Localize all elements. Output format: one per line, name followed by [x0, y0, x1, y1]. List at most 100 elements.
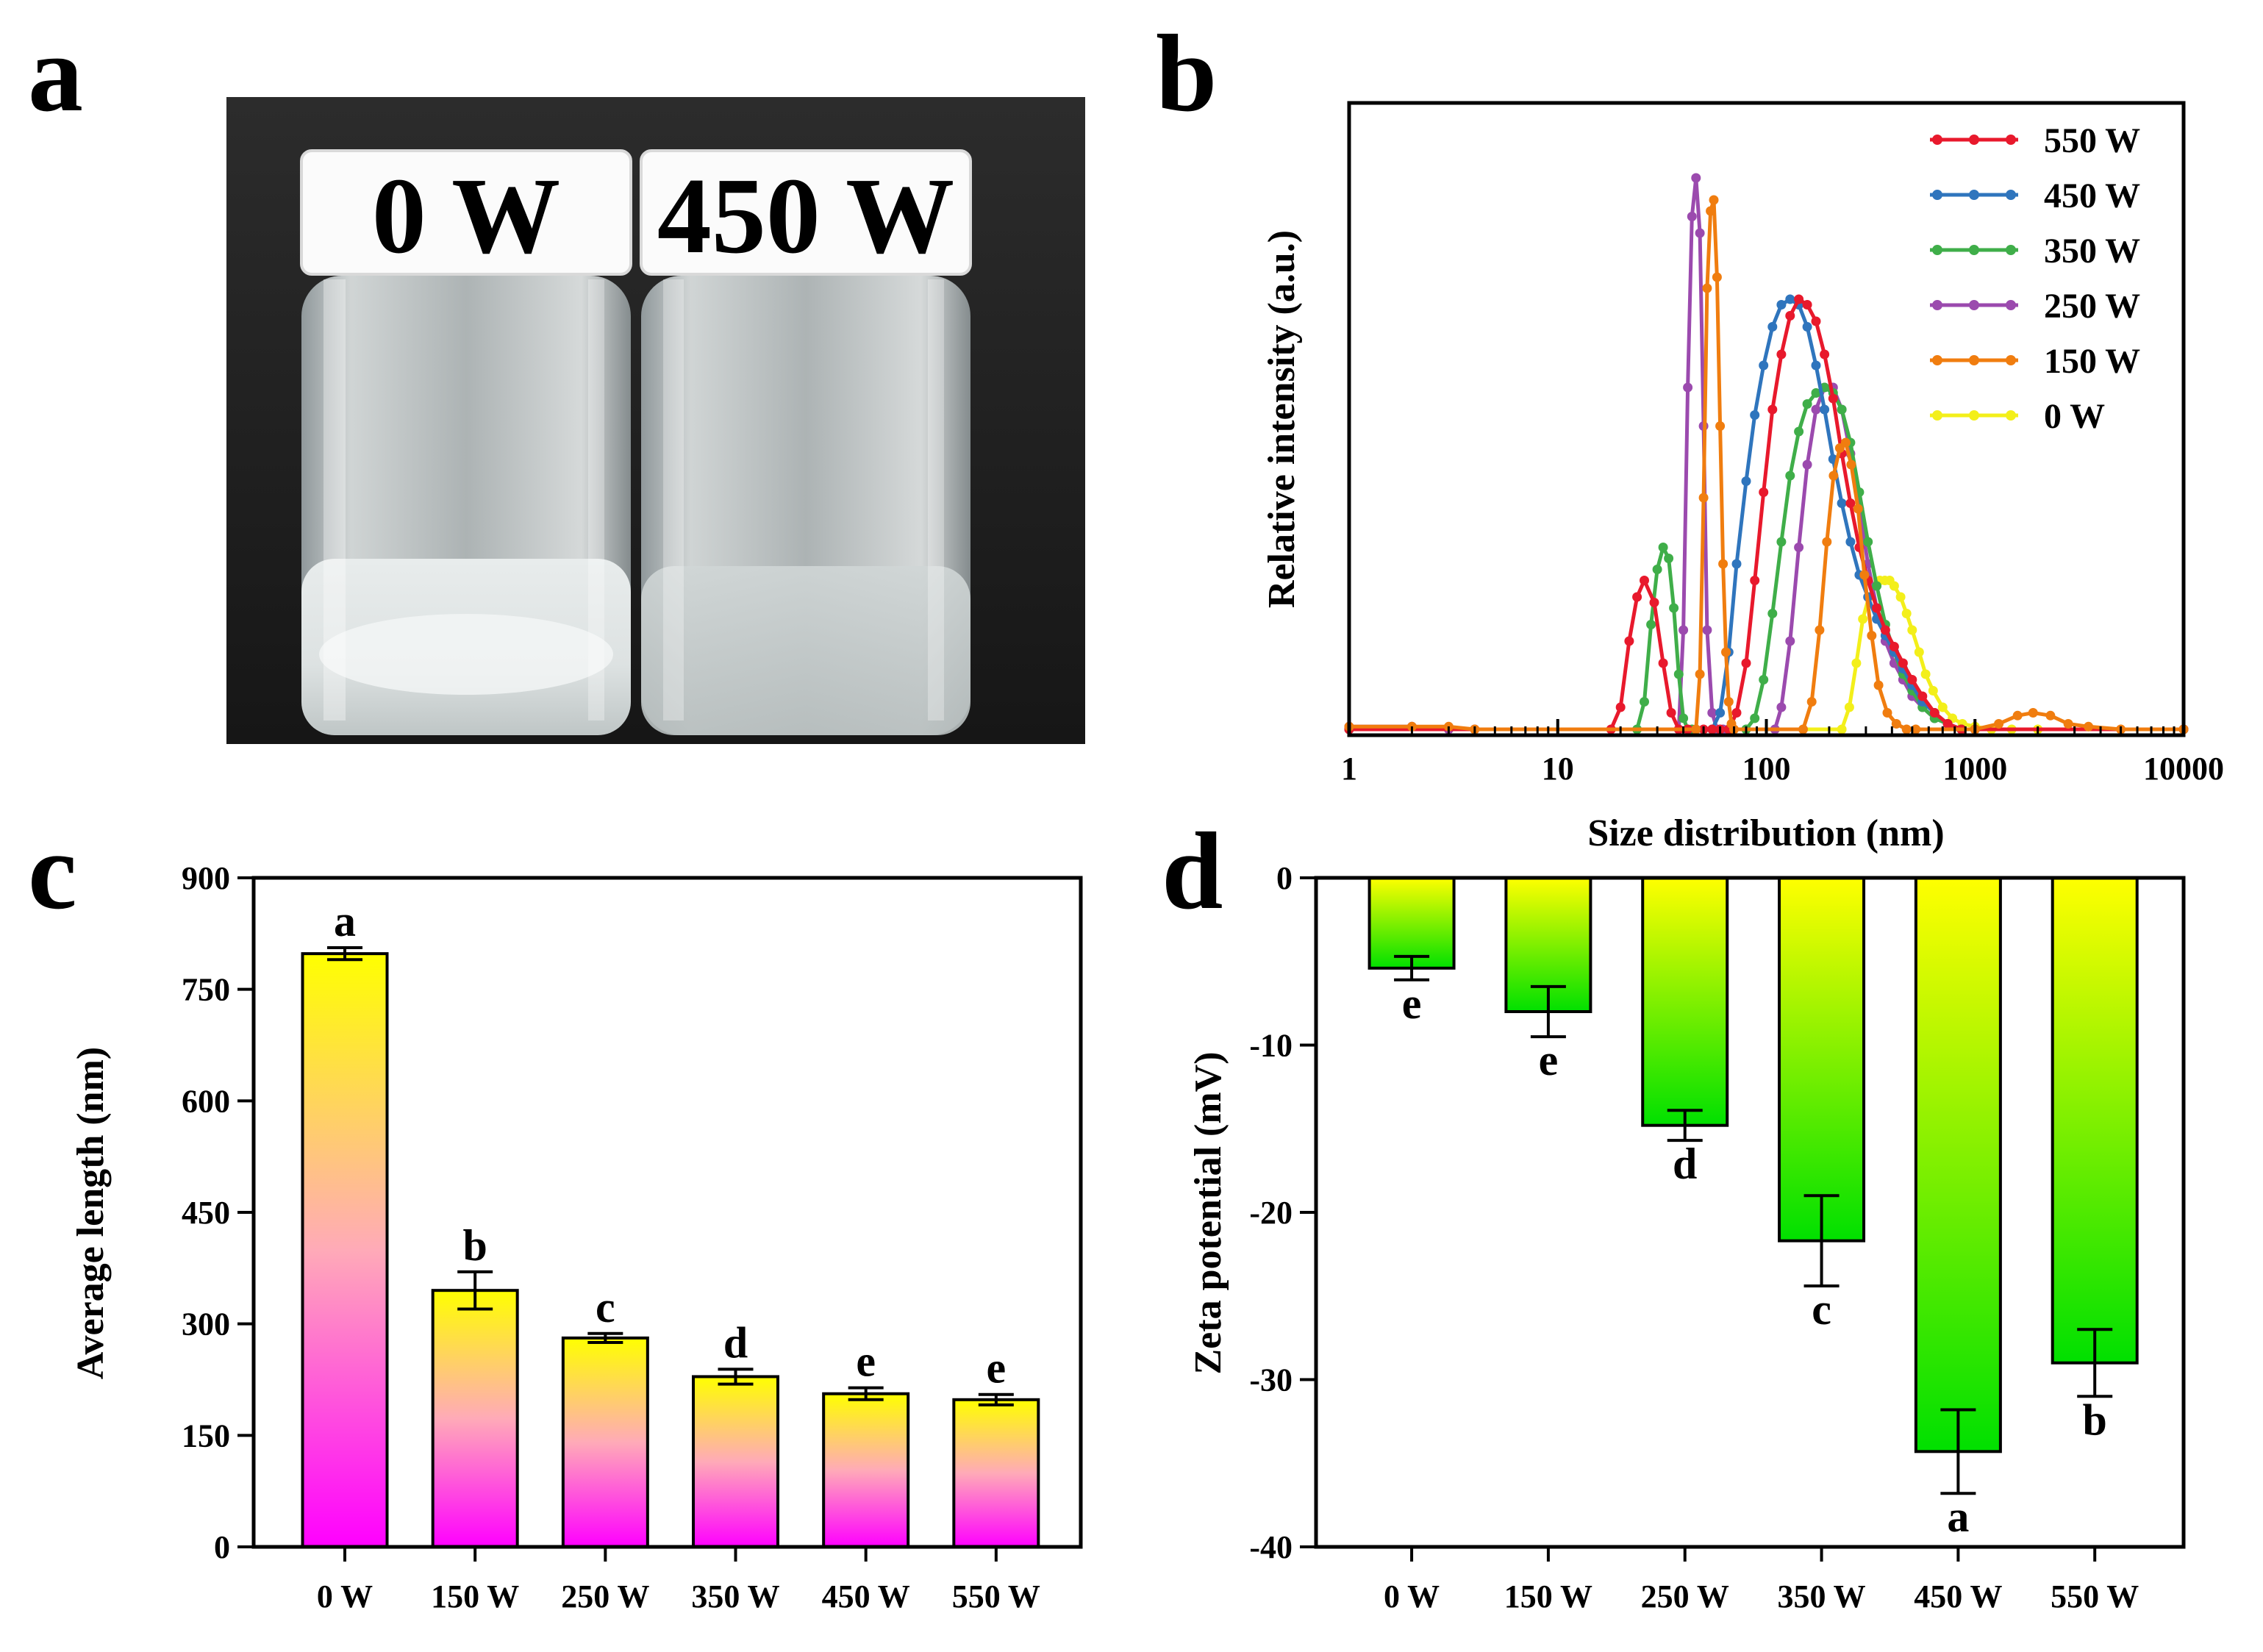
data-point [1695, 228, 1705, 238]
y-tick-label: -20 [1249, 1195, 1293, 1231]
data-point [1867, 631, 1877, 640]
legend-entry: 250 W [1930, 287, 2140, 326]
data-point [1707, 708, 1717, 718]
legend-marker [1932, 245, 1942, 255]
left-vial: 0 W [300, 149, 632, 735]
y-tick-label: 300 [182, 1306, 230, 1342]
data-point [1811, 316, 1821, 326]
data-point [1669, 603, 1679, 613]
data-point [1859, 570, 1870, 580]
significance-letter: c [596, 1283, 615, 1331]
x-tick-label: 150 W [431, 1578, 519, 1615]
legend-marker [2006, 355, 2016, 365]
data-point [1895, 592, 1906, 602]
data-point [1721, 647, 1731, 657]
data-point [1640, 697, 1649, 707]
data-point [1741, 658, 1751, 668]
data-point [1698, 493, 1709, 503]
bar [301, 952, 389, 1548]
data-point [1837, 404, 1847, 415]
vial-photo: 0 W 450 W [226, 97, 1085, 744]
data-point [1741, 476, 1751, 486]
data-point [1840, 437, 1851, 448]
data-point [1853, 504, 1863, 514]
significance-letter: e [1402, 979, 1422, 1028]
legend-label: 0 W [2044, 397, 2105, 436]
data-point [2063, 719, 2073, 729]
data-point [1709, 195, 1719, 205]
data-point [1891, 719, 1901, 729]
average-length-chart: a b c d e e 0 W 150 W 250 W 350 W 450 W 550 W 0 150 3… [70, 860, 1083, 1615]
data-point [1889, 581, 1899, 591]
legend-marker [1969, 300, 1979, 310]
bar [1641, 876, 1729, 1127]
data-point [1646, 620, 1656, 629]
bar-group: e [822, 1337, 910, 1548]
bar [822, 1392, 910, 1548]
legend-label: 450 W [2044, 176, 2140, 215]
data-point [1901, 724, 1912, 734]
c-y-axis-label: Average length (nm) [70, 1047, 112, 1380]
data-point [1658, 543, 1668, 552]
bar [1368, 876, 1456, 970]
data-point [1937, 702, 1948, 712]
d-y-axis-label: Zeta potential (mV) [1187, 1051, 1229, 1374]
legend-marker [1969, 245, 1979, 255]
legend-marker [2006, 300, 2016, 310]
data-point [1658, 658, 1668, 668]
legend-marker [1969, 355, 1979, 365]
data-point [1898, 658, 1908, 668]
data-point [1750, 410, 1760, 420]
data-point [1695, 669, 1705, 679]
data-point [1911, 724, 1921, 734]
legend-label: 550 W [2044, 121, 2140, 160]
y-tick-label: 0 [1276, 860, 1293, 896]
data-point [1811, 404, 1821, 415]
legend-marker [1932, 300, 1942, 310]
legend-marker [1969, 190, 1979, 200]
legend-entry: 550 W [1930, 121, 2140, 160]
legend-marker [2006, 190, 2016, 200]
bar-group: d [692, 1318, 780, 1549]
data-point [1679, 713, 1689, 723]
panel-label-d: d [1162, 810, 1223, 932]
data-point [1776, 702, 1787, 712]
data-point [1846, 460, 1856, 470]
x-tick-label: 450 W [1914, 1578, 2002, 1615]
bar [2051, 876, 2139, 1365]
bar-group: d [1641, 876, 1729, 1188]
x-tick-label: 100 [1742, 751, 1791, 787]
legend-label: 250 W [2044, 287, 2140, 326]
data-point [1624, 636, 1634, 646]
data-point [1907, 625, 1917, 635]
data-point [1767, 322, 1778, 332]
data-point [1707, 724, 1717, 734]
bar [431, 1289, 519, 1548]
series-150w [1344, 195, 2189, 734]
significance-letter: b [462, 1221, 487, 1270]
x-tick-label: 0 W [1384, 1578, 1440, 1615]
legend-entry: 350 W [1930, 232, 2140, 271]
data-point [1776, 349, 1787, 360]
y-tick-label: -10 [1249, 1028, 1293, 1064]
legend-marker [1932, 410, 1942, 421]
x-tick-label: 350 W [1777, 1578, 1865, 1615]
bar-group: b [431, 1221, 519, 1548]
bar-group: e [952, 1344, 1040, 1549]
data-point [1811, 388, 1821, 398]
data-point [1640, 576, 1649, 585]
data-point [1917, 691, 1928, 701]
data-point [1715, 708, 1726, 718]
zeta-potential-chart: e e d c a b 0 W 150 W 250 W 350 W 450 W 550 W 0 -10 -… [1187, 860, 2186, 1615]
legend-label: 350 W [2044, 232, 2140, 271]
legend-entry: 150 W [1930, 342, 2140, 381]
data-point [1785, 294, 1795, 304]
b-x-axis-label: Size distribution (nm) [1587, 812, 1944, 854]
x-tick-label: 550 W [2051, 1578, 2139, 1615]
legend-marker [1932, 190, 1942, 200]
data-point [1759, 487, 1769, 497]
data-point [1785, 471, 1795, 481]
legend-entry: 0 W [1930, 397, 2105, 436]
bar-group: a [301, 897, 389, 1548]
